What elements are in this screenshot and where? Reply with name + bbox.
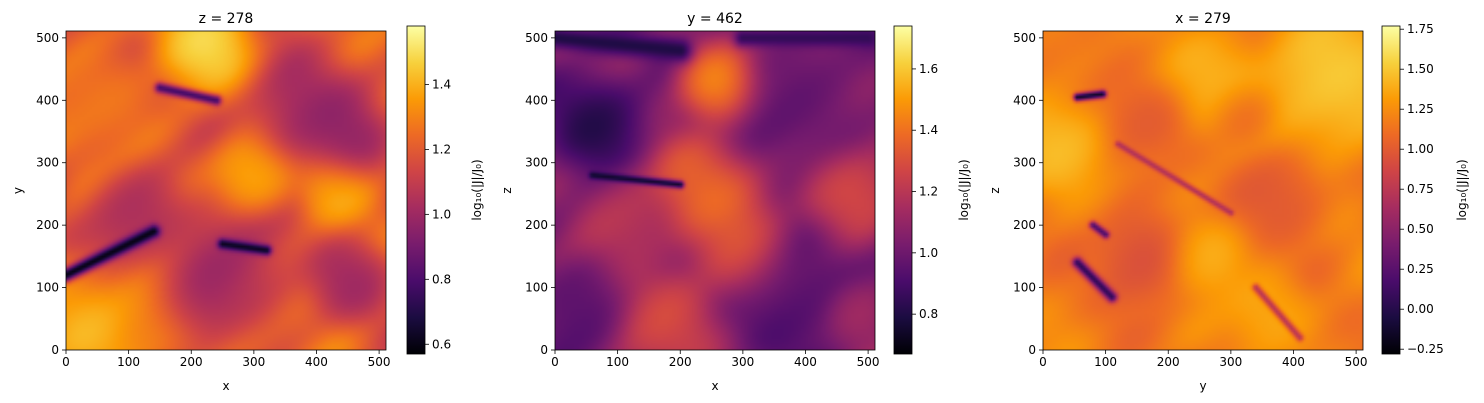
y-tick-label: 0 [540, 343, 548, 357]
x-tick-label: 200 [180, 355, 203, 369]
y-tick-label: 500 [36, 31, 59, 45]
x-tick-label: 300 [1219, 355, 1242, 369]
x-tick-label: 0 [551, 355, 559, 369]
panel-2: y = 462 0 100 200 300 400 500 0 100 200 300 400 500 x… [500, 11, 971, 393]
colorbar-tick-label: 1.2 [919, 185, 938, 199]
x-tick-label: 0 [62, 355, 70, 369]
colorbar [407, 26, 425, 354]
y-tick-label: 200 [36, 218, 59, 232]
y-tick-label: 100 [36, 281, 59, 295]
colorbar-tick-label: −0.25 [1407, 342, 1444, 356]
colorbar [894, 26, 912, 354]
colorbar-label: log₁₀(|J|/J₀) [470, 159, 484, 220]
y-tick-label: 300 [36, 156, 59, 170]
colorbar-tick-label: 0.75 [1407, 182, 1434, 196]
x-tick-label: 500 [368, 355, 391, 369]
x-tick-label: 500 [1345, 355, 1368, 369]
x-tick-label: 200 [1157, 355, 1180, 369]
panel-3: x = 279 0 100 200 300 400 500 0 100 200 300 400 500 y… [988, 11, 1469, 393]
x-axis-label: x [711, 379, 718, 393]
y-tick-label: 200 [525, 218, 548, 232]
colorbar-tick-label: 0.8 [919, 307, 938, 321]
y-tick-label: 400 [525, 93, 548, 107]
y-axis-label: z [988, 187, 1002, 193]
colorbar-frame [893, 25, 913, 355]
colorbar-tick-label: 1.6 [919, 62, 938, 76]
x-tick-label: 300 [242, 355, 265, 369]
y-axis-label: y [11, 187, 25, 194]
axes-frame [554, 30, 876, 351]
heatmap-image [555, 31, 875, 350]
axes-frame [1042, 30, 1364, 351]
y-tick-label: 300 [1013, 156, 1036, 170]
panel-title: y = 462 [687, 11, 743, 27]
colorbar-tick-label: 1.2 [432, 142, 451, 156]
x-tick-label: 300 [731, 355, 754, 369]
x-tick-label: 200 [669, 355, 692, 369]
panel-title: z = 278 [199, 11, 254, 27]
x-axis-label: y [1199, 379, 1206, 393]
y-axis-label: z [500, 187, 514, 193]
y-tick-label: 100 [1013, 281, 1036, 295]
panel-title: x = 279 [1175, 11, 1231, 27]
panel-1: z = 278 0 100 200 300 400 500 0 100 200 300 400 500 x… [11, 11, 484, 393]
colorbar-frame [1381, 25, 1401, 355]
x-tick-label: 400 [305, 355, 328, 369]
colorbar-tick-label: 0.00 [1407, 302, 1434, 316]
x-tick-label: 400 [1282, 355, 1305, 369]
y-tick-label: 0 [51, 343, 59, 357]
x-tick-label: 400 [794, 355, 817, 369]
colorbar-label: log₁₀(|J|/J₀) [1455, 159, 1469, 220]
colorbar-label: log₁₀(|J|/J₀) [957, 159, 971, 220]
colorbar-tick-label: 1.4 [432, 77, 451, 91]
x-tick-label: 100 [606, 355, 629, 369]
colorbar-frame [406, 25, 426, 355]
x-tick-label: 0 [1039, 355, 1047, 369]
y-tick-label: 500 [525, 31, 548, 45]
colorbar-tick-label: 1.00 [1407, 142, 1434, 156]
colorbar-tick-label: 1.50 [1407, 62, 1434, 76]
x-tick-label: 100 [117, 355, 140, 369]
colorbar-tick-label: 1.0 [432, 207, 451, 221]
y-tick-label: 400 [1013, 93, 1036, 107]
heatmap-image [66, 31, 386, 350]
x-tick-label: 500 [857, 355, 880, 369]
y-tick-label: 300 [525, 156, 548, 170]
y-tick-label: 0 [1028, 343, 1036, 357]
y-tick-label: 400 [36, 93, 59, 107]
heatmap-image [1043, 31, 1363, 350]
colorbar-tick-label: 0.25 [1407, 262, 1434, 276]
y-tick-label: 100 [525, 281, 548, 295]
colorbar-tick-label: 1.25 [1407, 102, 1434, 116]
colorbar-tick-label: 0.6 [432, 337, 451, 351]
y-tick-label: 200 [1013, 218, 1036, 232]
colorbar-tick-label: 1.75 [1407, 22, 1434, 36]
colorbar-tick-label: 1.4 [919, 123, 938, 137]
colorbar [1382, 26, 1400, 354]
colorbar-tick-label: 1.0 [919, 246, 938, 260]
colorbar-tick-label: 0.50 [1407, 222, 1434, 236]
axes-frame [65, 30, 387, 351]
x-axis-label: x [222, 379, 229, 393]
y-tick-label: 500 [1013, 31, 1036, 45]
colorbar-tick-label: 0.8 [432, 272, 451, 286]
x-tick-label: 100 [1094, 355, 1117, 369]
